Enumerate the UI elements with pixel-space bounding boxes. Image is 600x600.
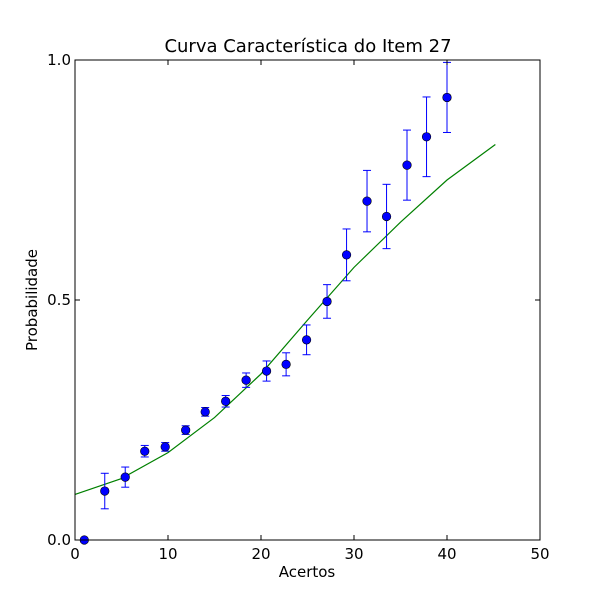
data-point xyxy=(381,211,392,222)
data-point xyxy=(221,396,231,406)
data-point xyxy=(160,442,170,452)
y-tick-label: 0.5 xyxy=(47,291,71,309)
y-tick-label: 1.0 xyxy=(47,51,71,69)
data-point xyxy=(100,486,110,496)
data-point xyxy=(261,366,272,376)
data-point xyxy=(140,446,150,456)
y-axis-label: Probabilidade xyxy=(23,249,41,351)
ticks-layer: 0 10 20 30 40 50 0.0 0.5 1.0 xyxy=(47,51,549,563)
data-point xyxy=(322,296,332,307)
fit-curve-layer xyxy=(74,143,496,495)
plot-area xyxy=(75,60,540,540)
data-point xyxy=(120,472,130,482)
data-point xyxy=(181,425,191,435)
chart-title: Curva Característica do Item 27 xyxy=(164,36,451,57)
fit-curve-line xyxy=(74,143,496,495)
data-point xyxy=(281,359,291,369)
y-tick-label: 0.0 xyxy=(47,531,71,549)
x-tick-label: 50 xyxy=(530,545,549,563)
x-axis-label: Acertos xyxy=(279,563,336,581)
data-point xyxy=(200,407,210,417)
x-tick-label: 30 xyxy=(344,545,363,563)
x-tick-label: 0 xyxy=(70,545,80,563)
x-tick-label: 40 xyxy=(437,545,456,563)
data-point xyxy=(341,250,352,260)
data-points-layer xyxy=(79,92,452,545)
data-point xyxy=(301,335,312,345)
data-point xyxy=(421,132,432,142)
data-point xyxy=(402,160,412,170)
x-tick-label: 20 xyxy=(251,545,270,563)
x-tick-label: 10 xyxy=(158,545,177,563)
data-point xyxy=(362,196,372,206)
data-point xyxy=(241,375,251,385)
data-point xyxy=(442,92,452,103)
